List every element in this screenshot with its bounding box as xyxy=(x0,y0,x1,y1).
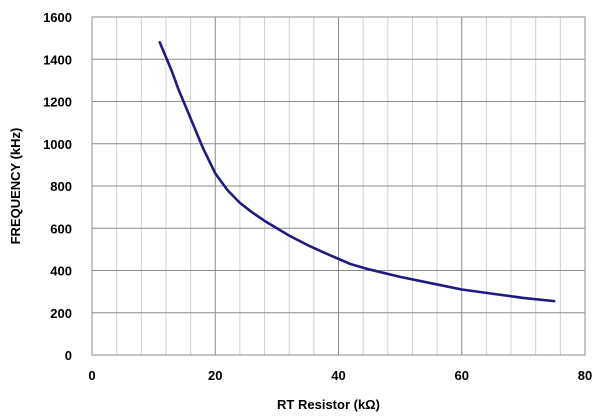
series-layer xyxy=(158,41,556,303)
x-tick-label: 20 xyxy=(208,368,222,383)
x-tick-label: 80 xyxy=(578,368,592,383)
y-tick-label: 1400 xyxy=(43,52,72,67)
x-axis-title: RT Resistor (kΩ) xyxy=(277,397,380,412)
y-tick-label: 0 xyxy=(65,348,72,363)
y-tick-label: 600 xyxy=(50,221,72,236)
y-axis-tick-labels: 0 200 400 600 800 1000 1200 1400 1600 xyxy=(43,10,72,363)
x-tick-label: 40 xyxy=(331,368,345,383)
y-tick-label: 200 xyxy=(50,306,72,321)
y-tick-label: 1600 xyxy=(43,10,72,25)
grid xyxy=(91,16,586,356)
plot-area-frame xyxy=(91,16,586,356)
y-tick-label: 400 xyxy=(50,264,72,279)
y-axis-title: FREQUENCY (kHz) xyxy=(8,128,23,245)
y-tick-label: 800 xyxy=(50,179,72,194)
frequency-curve-line xyxy=(158,41,556,303)
x-tick-label: 0 xyxy=(88,368,95,383)
x-axis-tick-labels: 0 20 40 60 80 xyxy=(88,368,592,383)
y-tick-label: 1200 xyxy=(43,95,72,110)
y-tick-label: 1000 xyxy=(43,137,72,152)
x-tick-label: 60 xyxy=(455,368,469,383)
